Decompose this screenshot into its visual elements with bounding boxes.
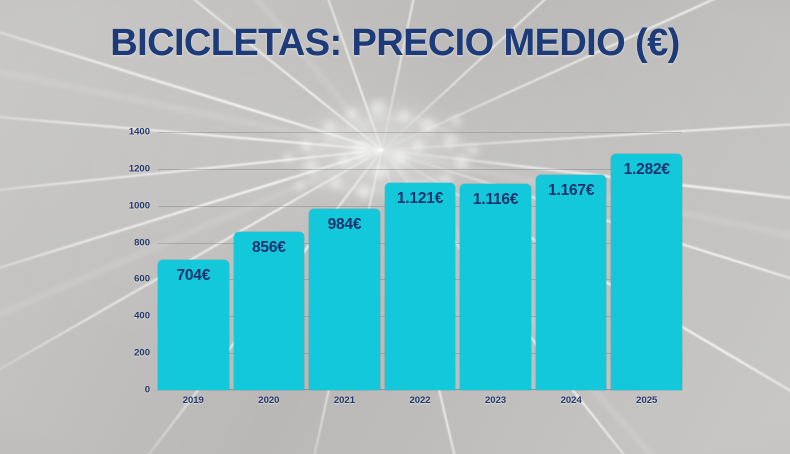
bar-slot: 984€ 2021 — [309, 132, 380, 406]
bar[interactable]: 1.282€ — [611, 153, 683, 390]
bar-value-label: 1.282€ — [623, 160, 670, 178]
x-axis-tick-label: 2023 — [485, 395, 507, 406]
bar-series: 704€ 2019 856€ 2020 984€ 2021 1.121€ 2022 1.116€… — [158, 132, 683, 406]
x-axis-tick-label: 2021 — [333, 395, 356, 406]
y-axis-tick-label: 1000 — [128, 200, 150, 212]
bar-value-label: 1.167€ — [548, 181, 595, 199]
x-axis-tick-label: 2025 — [636, 395, 658, 406]
bar-slot: 856€ 2020 — [233, 132, 305, 406]
y-axis-tick-label: 400 — [134, 310, 150, 322]
bar-slot: 1.116€ 2023 — [460, 132, 531, 406]
x-axis-tick-label: 2020 — [258, 395, 280, 406]
y-axis-tick-label: 800 — [134, 237, 150, 249]
plot-area: 0 200 400 600 800 1000 1200 1400 704€ 2019 856€ 20… — [129, 127, 683, 406]
bar-value-label: 1.121€ — [396, 190, 444, 208]
bar[interactable]: 704€ — [158, 260, 229, 390]
bar-slot: 1.167€ 2024 — [535, 132, 607, 406]
y-axis-tick-label: 1400 — [128, 126, 150, 138]
bar-slot: 1.121€ 2022 — [384, 132, 456, 406]
gridline — [158, 168, 682, 170]
chart-title: BICICLETAS: PRECIO MEDIO (€) — [110, 22, 680, 64]
x-axis-tick-label: 2019 — [182, 395, 204, 406]
bar[interactable]: 856€ — [233, 232, 305, 390]
x-axis-tick-label: 2022 — [409, 395, 431, 406]
x-axis-tick-label: 2024 — [560, 395, 582, 406]
bar-value-label: 856€ — [252, 239, 286, 257]
bar[interactable]: 984€ — [309, 208, 380, 390]
y-axis-tick-label: 600 — [134, 273, 150, 285]
bar-value-label: 704€ — [176, 267, 211, 285]
y-axis-tick-label: 200 — [134, 347, 150, 359]
bar-value-label: 984€ — [327, 215, 362, 233]
bar[interactable]: 1.121€ — [384, 183, 456, 390]
y-axis-tick-label: 0 — [144, 384, 150, 396]
bar[interactable]: 1.167€ — [535, 174, 607, 390]
bar-value-label: 1.116€ — [472, 191, 519, 209]
bar[interactable]: 1.116€ — [460, 184, 531, 390]
bar-slot: 1.282€ 2025 — [611, 132, 683, 406]
bar-slot: 704€ 2019 — [158, 132, 229, 406]
y-axis-tick-label: 1200 — [128, 163, 150, 175]
gridline — [158, 132, 682, 133]
